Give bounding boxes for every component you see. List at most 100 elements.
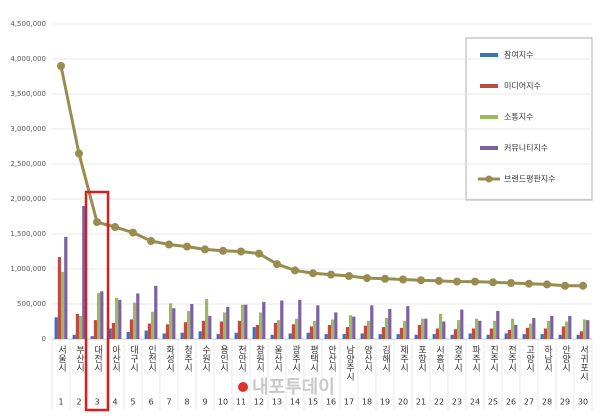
rank-label: 12 (254, 398, 264, 407)
y-tick-label: 1,500,000 (10, 230, 46, 238)
bar (133, 302, 137, 339)
bar (486, 334, 490, 339)
x-tick-label: 남양주시 (344, 345, 354, 381)
bar (129, 319, 133, 339)
bar (439, 313, 443, 339)
bar (309, 326, 313, 339)
bar (435, 328, 439, 339)
legend-swatch (480, 115, 498, 119)
bar (295, 318, 299, 339)
line-point (489, 278, 497, 287)
line-point (291, 266, 299, 275)
bar (313, 320, 317, 339)
rank-label: 28 (542, 398, 552, 407)
x-tick-label: 아산시 (110, 345, 120, 372)
rank-label: 23 (452, 398, 462, 407)
bar (471, 328, 475, 339)
x-tick-label: 포항시 (416, 345, 426, 372)
rank-label: 3 (94, 398, 99, 407)
rank-label: 18 (362, 398, 372, 407)
bar (100, 291, 104, 339)
x-tick-label: 서울시 (56, 345, 66, 372)
bar (298, 299, 302, 339)
rank-label: 7 (166, 398, 171, 407)
bar (115, 297, 119, 339)
bar (64, 236, 68, 339)
bar (111, 322, 115, 339)
bar (259, 312, 263, 339)
bar (388, 308, 392, 339)
bar (57, 257, 61, 339)
bar (237, 320, 241, 339)
x-tick-label: 경주시 (452, 344, 462, 372)
line-point (381, 274, 389, 283)
bar (270, 334, 274, 339)
x-tick-label: 대전시 (92, 345, 102, 372)
bar (255, 325, 259, 339)
rank-label: 16 (326, 398, 336, 407)
bar (381, 327, 385, 339)
legend-label: 미디어지수 (504, 81, 541, 91)
line-point (363, 274, 371, 283)
bar (244, 304, 248, 339)
bar (543, 328, 547, 339)
bar (532, 318, 536, 339)
line-point (111, 223, 119, 231)
bar (187, 311, 191, 339)
bar (144, 330, 148, 339)
bar (352, 316, 356, 339)
line-point (129, 228, 137, 237)
line-point (255, 249, 263, 258)
y-tick-label: 3,500,000 (10, 90, 46, 98)
bar (151, 311, 155, 339)
bar (385, 318, 389, 339)
bar (219, 321, 223, 339)
bar (514, 325, 518, 339)
line-point (309, 269, 317, 278)
bar (414, 334, 418, 339)
bar (565, 321, 569, 339)
watermark: 내포투데이 (252, 377, 335, 398)
x-tick-label: 광주시 (290, 344, 300, 372)
rank-label: 26 (506, 398, 516, 407)
rank-label: 10 (218, 398, 228, 407)
bar (342, 334, 346, 339)
line-point (57, 62, 65, 70)
bar (349, 315, 353, 339)
line-point (93, 218, 101, 227)
bar (190, 304, 194, 339)
x-tick-label: 청주시 (182, 345, 192, 372)
x-tick-label: 창원시 (254, 345, 264, 372)
line-point (75, 149, 83, 158)
bar (208, 315, 212, 339)
y-tick-label: 2,000,000 (10, 195, 46, 203)
x-tick-label: 평택시 (308, 345, 318, 372)
legend-label: 소통지수 (504, 113, 533, 122)
bar (316, 305, 320, 339)
bar (432, 334, 436, 339)
line-point (435, 276, 443, 285)
rank-label: 20 (398, 398, 408, 407)
bar (547, 320, 551, 339)
line-point (507, 279, 515, 287)
x-tick-label: 하남시 (542, 345, 552, 372)
bar (273, 322, 277, 339)
bar (417, 325, 421, 339)
bar (79, 315, 83, 339)
bar (205, 299, 209, 339)
rank-label: 19 (380, 398, 390, 407)
x-tick-label: 서귀포시 (578, 345, 588, 381)
bar (306, 332, 310, 339)
rank-label: 5 (130, 398, 135, 407)
rank-label: 4 (112, 398, 117, 407)
legend-swatch (480, 146, 498, 150)
bar (529, 323, 533, 339)
rank-label: 11 (236, 398, 246, 407)
x-tick-label: 고양시 (524, 345, 534, 372)
bar (172, 308, 176, 339)
x-tick-label: 전주시 (506, 345, 516, 372)
bar (90, 336, 94, 339)
bar (334, 312, 338, 339)
bar (450, 334, 454, 339)
